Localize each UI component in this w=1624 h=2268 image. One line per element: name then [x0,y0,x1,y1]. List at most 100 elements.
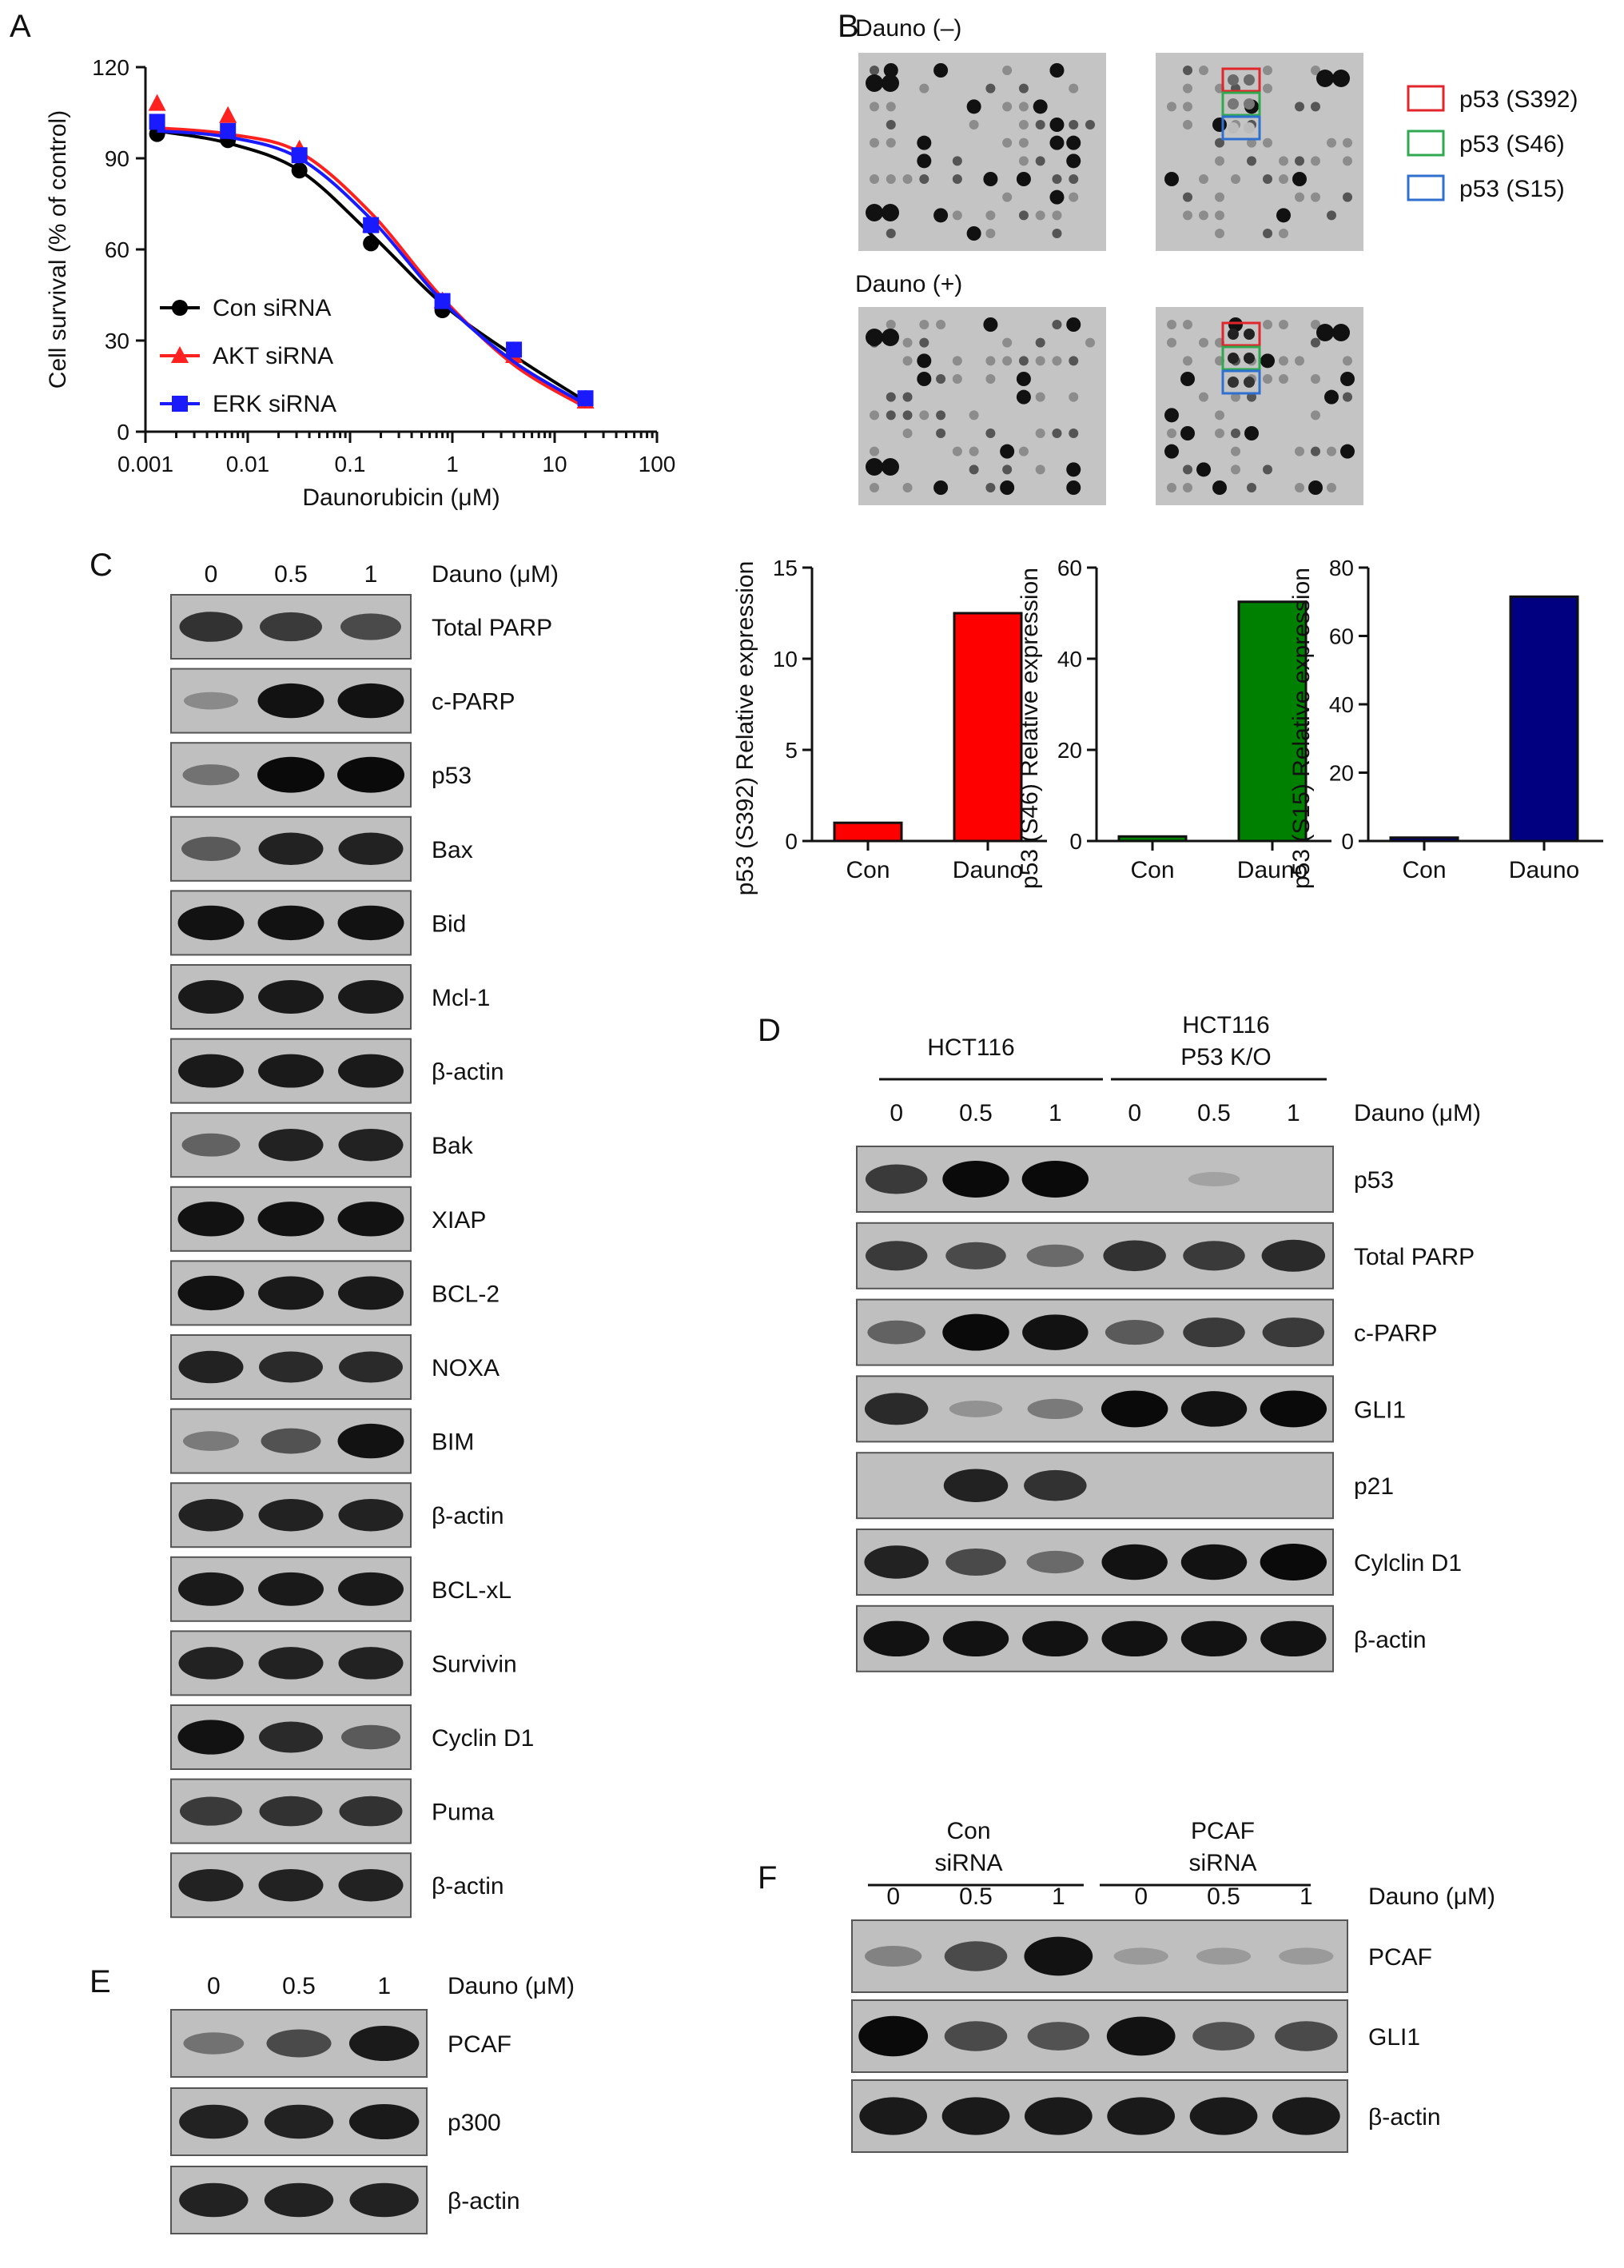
array-spot [919,410,929,421]
reference-spot [866,204,883,221]
protein-band [338,980,404,1014]
protein-band [184,692,238,710]
array-spot [1215,192,1224,202]
blot-row-label: Survivin [432,1651,517,1677]
array-spot [1164,172,1179,186]
array-spot [1018,446,1029,456]
array-spot [1263,229,1272,238]
protein-band [258,980,324,1014]
data-point-con [363,235,380,252]
bar-y-tick-label: 60 [1329,624,1354,649]
array-spot [969,464,979,475]
array-spot [1002,192,1013,202]
array-spot [1018,356,1029,366]
array-spot [1167,483,1176,492]
array-spot [1247,156,1256,166]
protein-band [865,1164,928,1194]
array-spot [1164,408,1179,423]
blot-strip [856,1298,1334,1366]
array-spot [1002,102,1013,112]
array-spot [902,410,913,421]
legend-marker [172,396,188,412]
array-spot [1295,156,1304,166]
protein-band [1026,1550,1085,1574]
array-spot [1035,464,1045,475]
array-spot [1228,317,1243,332]
reference-spot [1316,70,1334,87]
protein-band [177,1275,245,1311]
highlight-box [1221,369,1261,395]
protein-band [183,2032,245,2055]
array-spot [1263,174,1272,184]
array-spot [936,374,946,384]
array-spot [1180,372,1195,386]
x-tick-label: 10 [542,452,567,476]
array-spot [952,374,962,384]
protein-band [1275,2021,1338,2051]
blot-row-label: Total PARP [432,615,552,641]
array-spot [902,356,913,366]
blot-row-label: c-PARP [432,689,515,715]
protein-band [1024,1469,1087,1501]
array-spot [1295,356,1304,366]
blot-row-label: Total PARP [1354,1244,1475,1270]
protein-band [945,1242,1006,1270]
blot-strip [856,1604,1334,1672]
protein-band [338,1868,404,1902]
protein-band [1107,2097,1176,2135]
x-tick-label: 1 [446,452,459,476]
array-spot [1069,392,1079,402]
p53-spot [1228,74,1239,86]
protein-band [178,1498,244,1532]
group-label-ko-line2: P53 K/O [1180,1044,1271,1070]
bar-y-axis-label: p53 (S46) Relative expression [1017,568,1043,889]
protein-band [348,2025,420,2062]
y-tick-label: 0 [117,420,129,444]
array-spot [1016,372,1031,386]
bar-y-tick-label: 40 [1329,692,1354,717]
protein-band [337,1202,404,1237]
legend-label: Con siRNA [213,295,331,321]
protein-band [257,683,324,719]
bar-y-tick-label: 80 [1329,556,1354,580]
data-point-erk [506,341,523,358]
bar-y-tick-label: 20 [1057,738,1082,763]
array-spot [1292,172,1307,186]
array-spot [1260,353,1275,369]
array-spot [919,174,929,184]
array-spot [883,63,898,78]
x-tick-label: 0.01 [226,452,270,476]
panel-label-a: A [10,9,31,44]
array-spot [1231,428,1240,438]
protein-band [1024,2097,1093,2135]
highlight-box [1221,91,1261,117]
protein-band [338,832,404,866]
array-spot [1276,208,1291,223]
blot-row-label: BIM [432,1429,474,1456]
array-spot [870,138,879,148]
array-spot [1327,138,1336,148]
array-spot [1311,410,1320,421]
dose-label: 1 [1049,1100,1062,1126]
blot-row-label: Cyclin D1 [432,1725,534,1752]
array-spot [1035,210,1045,221]
protein-band [1189,2097,1258,2135]
protein-band [1262,1317,1325,1348]
protein-band [178,1054,244,1088]
panel-label-f: F [758,1860,777,1895]
array-spot [1279,156,1288,166]
array-spot [886,320,896,329]
array-spot [1231,446,1240,456]
protein-band [259,1796,323,1827]
array-spot [1167,428,1176,438]
bar-x-tick-label: Dauno [1237,857,1308,883]
protein-band [177,1720,245,1755]
array-spot [1311,320,1320,329]
array-spot [1199,174,1208,184]
p53-spot [1244,329,1255,340]
group-label-ko-line1: HCT116 [1182,1012,1269,1038]
array-spot [1311,374,1320,384]
data-point-con [291,162,308,179]
highlight-box [1221,115,1261,141]
protein-band [259,1721,323,1753]
